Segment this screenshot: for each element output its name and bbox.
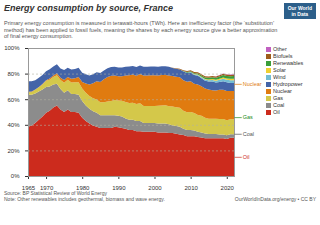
svg-text:60%: 60% (7, 96, 20, 102)
html-text:in Data: in Data (291, 11, 309, 17)
svg-text:1970: 1970 (40, 184, 54, 189)
html-text:Solar: Solar (273, 66, 286, 73)
svg-text:Coal: Coal (243, 131, 254, 137)
svg-text:Gas: Gas (243, 114, 253, 120)
svg-text:Oil: Oil (243, 154, 250, 160)
svg-text:80%: 80% (7, 71, 20, 77)
html-text:Note: Other renewables include: Note: Other renewables includes geotherm… (4, 196, 165, 202)
html-text:Coal: Coal (273, 101, 285, 108)
html-text:Oil: Oil (273, 108, 280, 115)
svg-text:20%: 20% (7, 147, 20, 153)
svg-text:2020: 2020 (221, 184, 235, 189)
svg-text:1980: 1980 (76, 184, 90, 189)
html-text:Wind: Wind (273, 73, 286, 80)
html-text:Other: Other (273, 45, 287, 52)
html-text:Energy consumption by source,: Energy consumption by source, France (4, 3, 173, 13)
svg-text:0%: 0% (11, 173, 20, 179)
html-text:Nuclear: Nuclear (273, 87, 292, 94)
svg-text:1965: 1965 (22, 184, 36, 189)
html-text:Source: BP Statistical Review: Source: BP Statistical Review of World E… (4, 189, 107, 196)
html-text:Our World: Our World (287, 5, 312, 11)
svg-text:1990: 1990 (112, 184, 126, 189)
html-text:Primary energy consumption is: Primary energy consumption is measured i… (4, 20, 278, 39)
svg-text:40%: 40% (7, 122, 20, 128)
svg-text:2010: 2010 (184, 184, 198, 189)
html-text:Biofuels: Biofuels (273, 52, 293, 59)
html-text:Renewables: Renewables (273, 59, 304, 66)
html-text:Hydropower: Hydropower (273, 80, 303, 87)
html-text:OurWorldInData.org/energy • CC: OurWorldInData.org/energy • CC BY (234, 196, 316, 202)
svg-text:Nuclear: Nuclear (243, 81, 262, 87)
svg-text:2000: 2000 (148, 184, 162, 189)
html-text:Gas: Gas (273, 94, 284, 101)
svg-text:100%: 100% (4, 45, 20, 51)
